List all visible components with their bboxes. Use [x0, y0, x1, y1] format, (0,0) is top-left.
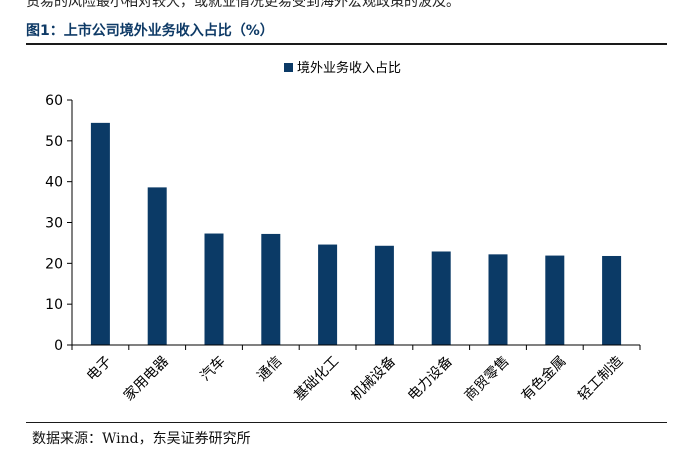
figure-title: 图1：上市公司境外业务收入占比（%）	[26, 23, 274, 39]
y-tick-label: 10	[45, 297, 63, 313]
bars	[90, 122, 622, 345]
bar	[602, 255, 622, 345]
legend-swatch	[284, 63, 293, 72]
x-tick-label: 电子	[84, 353, 115, 384]
bar	[147, 187, 167, 345]
y-tick-label: 50	[45, 134, 63, 150]
bar	[90, 122, 110, 345]
x-tick-label: 基础化工	[291, 353, 343, 405]
x-axis: 电子 家用电器 汽车 通信 基础化工 机械设备 电力设备 商贸零售 有色金属 轻工制造	[71, 344, 641, 405]
x-tick-label: 汽车	[197, 353, 229, 385]
source-note: 数据来源：Wind，东吴证券研究所	[32, 431, 251, 447]
bar	[545, 255, 565, 345]
bar	[318, 244, 338, 345]
y-axis: 0 10 20 30 40 50 60	[45, 93, 73, 354]
title-rule	[26, 43, 667, 45]
y-tick-label: 30	[45, 216, 63, 232]
legend-label: 境外业务收入占比	[297, 60, 401, 76]
y-tick-label: 40	[45, 175, 63, 191]
source-rule	[26, 422, 667, 423]
y-tick-label: 0	[54, 338, 63, 354]
bar	[261, 233, 281, 345]
x-tick-label: 通信	[254, 353, 285, 384]
x-tick-label: 轻工制造	[575, 353, 626, 404]
x-tick-label: 机械设备	[347, 353, 399, 405]
x-tick-label: 电力设备	[404, 353, 456, 405]
bar	[431, 251, 451, 345]
y-tick-label: 60	[45, 93, 63, 109]
preceding-text-line: 贸易的风险最小相对较大，或就业情况更易受到海外宏观政策的波及。	[26, 0, 460, 10]
x-tick-label: 有色金属	[518, 353, 570, 405]
legend: 境外业务收入占比	[284, 60, 401, 76]
bar	[488, 254, 508, 345]
y-tick-label: 20	[45, 256, 63, 272]
bar	[374, 245, 394, 345]
x-tick-label: 家用电器	[120, 353, 172, 405]
x-tick-label: 商贸零售	[462, 353, 513, 404]
bar	[204, 233, 224, 345]
